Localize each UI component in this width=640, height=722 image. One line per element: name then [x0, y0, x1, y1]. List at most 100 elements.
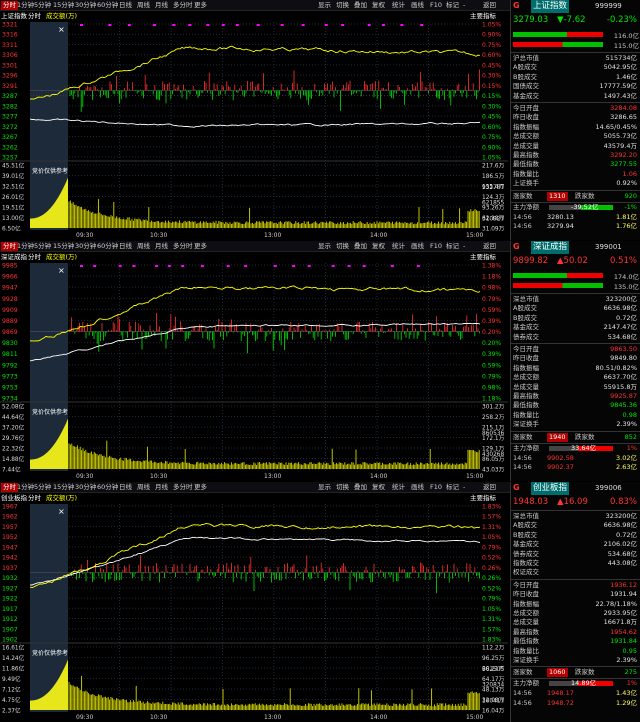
tab-7[interactable]: 周线	[137, 1, 150, 9]
toolbar-action-5[interactable]: 画线	[411, 483, 424, 491]
quote-header: G 深证成指 399001	[511, 241, 640, 255]
quote-header: G 创业板指 399006	[511, 482, 640, 496]
indicator-button[interactable]: 主要指标	[470, 12, 496, 20]
tab-2[interactable]: 5分钟	[34, 242, 52, 250]
price-tick: 1942	[2, 555, 18, 562]
toolbar-action-3[interactable]: 复权	[372, 242, 385, 250]
tab-1[interactable]: 1分钟	[17, 1, 35, 9]
decline-label: 跌家数	[575, 668, 595, 677]
close-icon[interactable]: ×	[58, 507, 65, 516]
tab-6[interactable]: 日线	[119, 1, 132, 9]
quote-name[interactable]: 创业板指	[531, 482, 570, 495]
pct-tick: 0.79%	[482, 596, 501, 603]
toolbar-action-0[interactable]: 显示	[318, 242, 331, 250]
quote-name[interactable]: 深证成指	[531, 241, 570, 254]
tab-10[interactable]: 更多	[194, 242, 207, 250]
auction-reference-label: 竞价仅供参考	[32, 167, 68, 175]
price-tick: 9792	[2, 362, 18, 369]
toolbar-action-5[interactable]: 画线	[411, 242, 424, 250]
tab-9[interactable]: 多分时	[173, 483, 193, 491]
price-tick: 9811	[2, 351, 18, 358]
tab-4[interactable]: 30分钟	[75, 483, 97, 491]
toolbar-action-8[interactable]: -	[463, 1, 466, 9]
toolbar-action-8[interactable]: -	[463, 483, 466, 491]
toolbar-action-1[interactable]: 切换	[336, 1, 349, 9]
tab-8[interactable]: 月线	[155, 483, 168, 491]
tab-6[interactable]: 日线	[119, 242, 132, 250]
tab-5[interactable]: 60分钟	[97, 1, 119, 9]
tab-1[interactable]: 1分钟	[17, 483, 35, 491]
toolbar-action-6[interactable]: F10	[430, 1, 443, 9]
toolbar-action-2[interactable]: 叠加	[354, 483, 367, 491]
toolbar-action-7[interactable]: 标记	[446, 242, 459, 250]
toolbar-action-3[interactable]: 复权	[372, 1, 385, 9]
net-flow-row: 主力净额 33.64亿 1%	[513, 444, 637, 453]
toolbar-action-2[interactable]: 叠加	[354, 1, 367, 9]
indicator-button[interactable]: 主要指标	[470, 253, 496, 261]
toolbar-action-0[interactable]: 显示	[318, 483, 331, 491]
price-tick: 1912	[2, 616, 18, 623]
volume-tick: 52.08亿	[2, 403, 25, 411]
quote-name[interactable]: 上证指数	[531, 0, 570, 13]
toolbar-action-9[interactable]: 返回	[483, 1, 496, 9]
tab-9[interactable]: 多分时	[173, 1, 193, 9]
tab-5[interactable]: 60分钟	[97, 242, 119, 250]
close-icon[interactable]: ×	[58, 25, 65, 34]
toolbar-action-0[interactable]: 显示	[318, 1, 331, 9]
tab-10[interactable]: 更多	[194, 483, 207, 491]
tab-4[interactable]: 30分钟	[75, 242, 97, 250]
toolbar-action-6[interactable]: F10	[430, 483, 443, 491]
toolbar-action-3[interactable]: 复权	[372, 483, 385, 491]
toolbar-action-4[interactable]: 统计	[392, 483, 405, 491]
intraday-chart[interactable]: 1967 1.83% 1962 1.57% 1957 1.31% 1952 1.05% 1947…	[0, 504, 508, 722]
toolbar-action-9[interactable]: 返回	[483, 483, 496, 491]
tab-7[interactable]: 周线	[137, 242, 150, 250]
price-tick: 9773	[2, 373, 18, 380]
tab-0[interactable]: 分时	[1, 242, 18, 251]
tab-0[interactable]: 分时	[1, 483, 18, 492]
tab-3[interactable]: 15分钟	[53, 242, 75, 250]
toolbar-action-4[interactable]: 统计	[392, 1, 405, 9]
tab-3[interactable]: 15分钟	[53, 1, 75, 9]
event-marker	[108, 24, 112, 26]
toolbar-action-6[interactable]: F10	[430, 242, 443, 250]
tab-8[interactable]: 月线	[155, 1, 168, 9]
tab-0[interactable]: 分时	[1, 1, 18, 10]
tab-3[interactable]: 15分钟	[53, 483, 75, 491]
tab-2[interactable]: 5分钟	[34, 483, 52, 491]
toolbar-action-1[interactable]: 切换	[336, 242, 349, 250]
tab-6[interactable]: 日线	[119, 483, 132, 491]
tab-10[interactable]: 更多	[194, 1, 207, 9]
tab-1[interactable]: 1分钟	[17, 242, 35, 250]
tick-volume: 1.76亿	[616, 222, 637, 230]
stat-row: 今日开盘 9863.50	[513, 345, 637, 354]
event-marker	[226, 265, 230, 267]
close-icon[interactable]: ×	[58, 266, 65, 275]
toolbar-action-7[interactable]: 标记	[446, 483, 459, 491]
tab-4[interactable]: 30分钟	[75, 1, 97, 9]
toolbar-action-2[interactable]: 叠加	[354, 242, 367, 250]
tab-7[interactable]: 周线	[137, 483, 150, 491]
toolbar-action-5[interactable]: 画线	[411, 1, 424, 9]
toolbar-action-1[interactable]: 切换	[336, 483, 349, 491]
stat-value: 16671.8万	[603, 618, 637, 627]
event-marker	[244, 265, 248, 267]
tab-2[interactable]: 5分钟	[34, 1, 52, 9]
toolbar-action-4[interactable]: 统计	[392, 242, 405, 250]
tab-9[interactable]: 多分时	[173, 242, 193, 250]
volume-count: 320834	[482, 683, 504, 689]
intraday-chart[interactable]: 3321 1.05% 3316 0.90% 3311 0.75% 3306 0.60% 3301…	[0, 22, 508, 240]
tab-5[interactable]: 60分钟	[97, 483, 119, 491]
price-tick: 3257	[2, 155, 18, 162]
toolbar-action-8[interactable]: -	[463, 242, 466, 250]
indicator-button[interactable]: 主要指标	[470, 494, 496, 502]
price-tick: 3321	[2, 22, 18, 29]
tick-price: 1948.17	[547, 689, 574, 698]
event-marker	[172, 24, 176, 26]
intraday-chart[interactable]: 9985 1.38% 9966 1.18% 9947 0.98% 9928 0.79% 9909…	[0, 263, 508, 481]
stat-label: 深总市值	[513, 512, 539, 520]
tab-8[interactable]: 月线	[155, 242, 168, 250]
toolbar-action-7[interactable]: 标记	[446, 1, 459, 9]
stat-value: 1931.94	[610, 590, 637, 599]
toolbar-action-9[interactable]: 返回	[483, 242, 496, 250]
